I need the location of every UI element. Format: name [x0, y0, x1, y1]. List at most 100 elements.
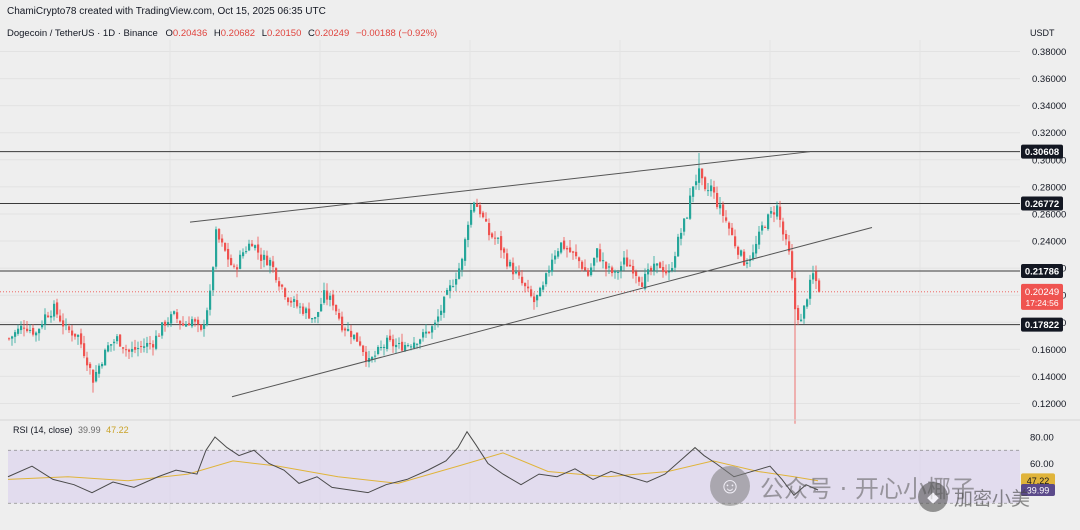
candle-body	[755, 243, 758, 254]
price-axis-bg	[1020, 0, 1080, 525]
candle-body	[338, 312, 341, 319]
candle-body	[518, 271, 521, 276]
candle-body	[491, 233, 494, 238]
candle-body	[401, 341, 404, 351]
candle-body	[167, 322, 170, 325]
candle-body	[815, 271, 818, 282]
ohlc-change: −0.00188 (−0.92%)	[355, 28, 438, 39]
candle-body	[161, 322, 164, 336]
candle-body	[521, 276, 524, 284]
candle-body	[170, 314, 173, 324]
candle-body	[449, 285, 452, 291]
candle-body	[359, 341, 362, 346]
candle-body	[128, 349, 131, 352]
candle-body	[614, 270, 617, 273]
candle-body	[689, 195, 692, 219]
candle-body	[743, 251, 746, 266]
candle-body	[785, 233, 788, 240]
rsi-value: 39.99	[78, 425, 101, 435]
candle-body	[497, 237, 500, 239]
candle-body	[584, 267, 587, 271]
candle-body	[719, 204, 722, 209]
candle-body	[302, 306, 305, 314]
candle-body	[560, 242, 563, 253]
level-label: 0.21786	[1025, 267, 1059, 278]
candle-body	[188, 323, 191, 326]
ohlc-open: 0.20436	[172, 28, 208, 39]
candle-body	[32, 327, 35, 335]
candle-body	[809, 279, 812, 299]
candle-body	[71, 330, 74, 336]
candle-body	[644, 273, 647, 289]
candle-body	[386, 337, 389, 349]
candle-body	[83, 343, 86, 357]
candle-body	[596, 248, 599, 258]
candle-body	[110, 344, 113, 346]
candle-body	[11, 336, 14, 339]
candle-body	[143, 346, 146, 348]
candle-body	[737, 246, 740, 255]
candle-body	[716, 192, 719, 208]
candle-body	[473, 202, 476, 212]
rsi-tick-label: 80.00	[1030, 433, 1054, 444]
candle-body	[320, 304, 323, 312]
candle-body	[542, 285, 545, 290]
candle-body	[395, 344, 398, 348]
candle-body	[578, 257, 581, 262]
candle-body	[527, 286, 530, 289]
candle-body	[107, 345, 110, 352]
candle-body	[245, 251, 248, 253]
candle-body	[530, 289, 533, 297]
last-price-countdown: 17:24:56	[1025, 298, 1058, 308]
candle-body	[185, 324, 188, 327]
candle-body	[749, 260, 752, 262]
y-tick-label: 0.36000	[1032, 74, 1066, 85]
candle-body	[479, 205, 482, 215]
y-tick-label: 0.26000	[1032, 209, 1066, 220]
candle-body	[671, 268, 674, 271]
symbol-title: Dogecoin / TetherUS · 1D · Binance	[7, 28, 158, 39]
candle-body	[305, 308, 308, 314]
candle-body	[272, 261, 275, 268]
candle-body	[191, 319, 194, 327]
candle-body	[263, 254, 266, 260]
candle-body	[335, 305, 338, 312]
ohlc-low-label: L	[261, 28, 268, 39]
candle-body	[566, 248, 569, 250]
rsi-title: RSI (14, close)	[13, 425, 73, 435]
candle-body	[236, 267, 239, 270]
candle-body	[53, 303, 56, 317]
candles	[8, 153, 821, 424]
candle-body	[794, 277, 797, 310]
candle-body	[275, 268, 278, 281]
candle-body	[227, 248, 230, 260]
candle-body	[410, 346, 413, 348]
candle-body	[629, 264, 632, 267]
candle-body	[446, 290, 449, 295]
candle-body	[554, 255, 557, 260]
candle-body	[41, 324, 44, 328]
candle-body	[314, 317, 317, 319]
candle-body	[392, 339, 395, 347]
candle-body	[146, 342, 149, 347]
candle-body	[782, 221, 785, 235]
candle-body	[800, 319, 803, 322]
candle-body	[668, 271, 671, 273]
candle-body	[20, 325, 23, 331]
candle-body	[512, 262, 515, 275]
candle-body	[179, 320, 182, 324]
candle-body	[761, 225, 764, 231]
candle-body	[515, 271, 518, 274]
candle-body	[575, 251, 578, 257]
watermark-sub: ◆ 加密小美	[918, 482, 1030, 512]
candle-body	[311, 317, 314, 320]
candle-body	[725, 217, 728, 221]
candle-body	[608, 266, 611, 268]
candle-body	[29, 329, 32, 331]
candle-body	[257, 244, 260, 253]
candle-body	[131, 348, 134, 352]
candle-body	[443, 296, 446, 313]
candle-body	[287, 297, 290, 303]
